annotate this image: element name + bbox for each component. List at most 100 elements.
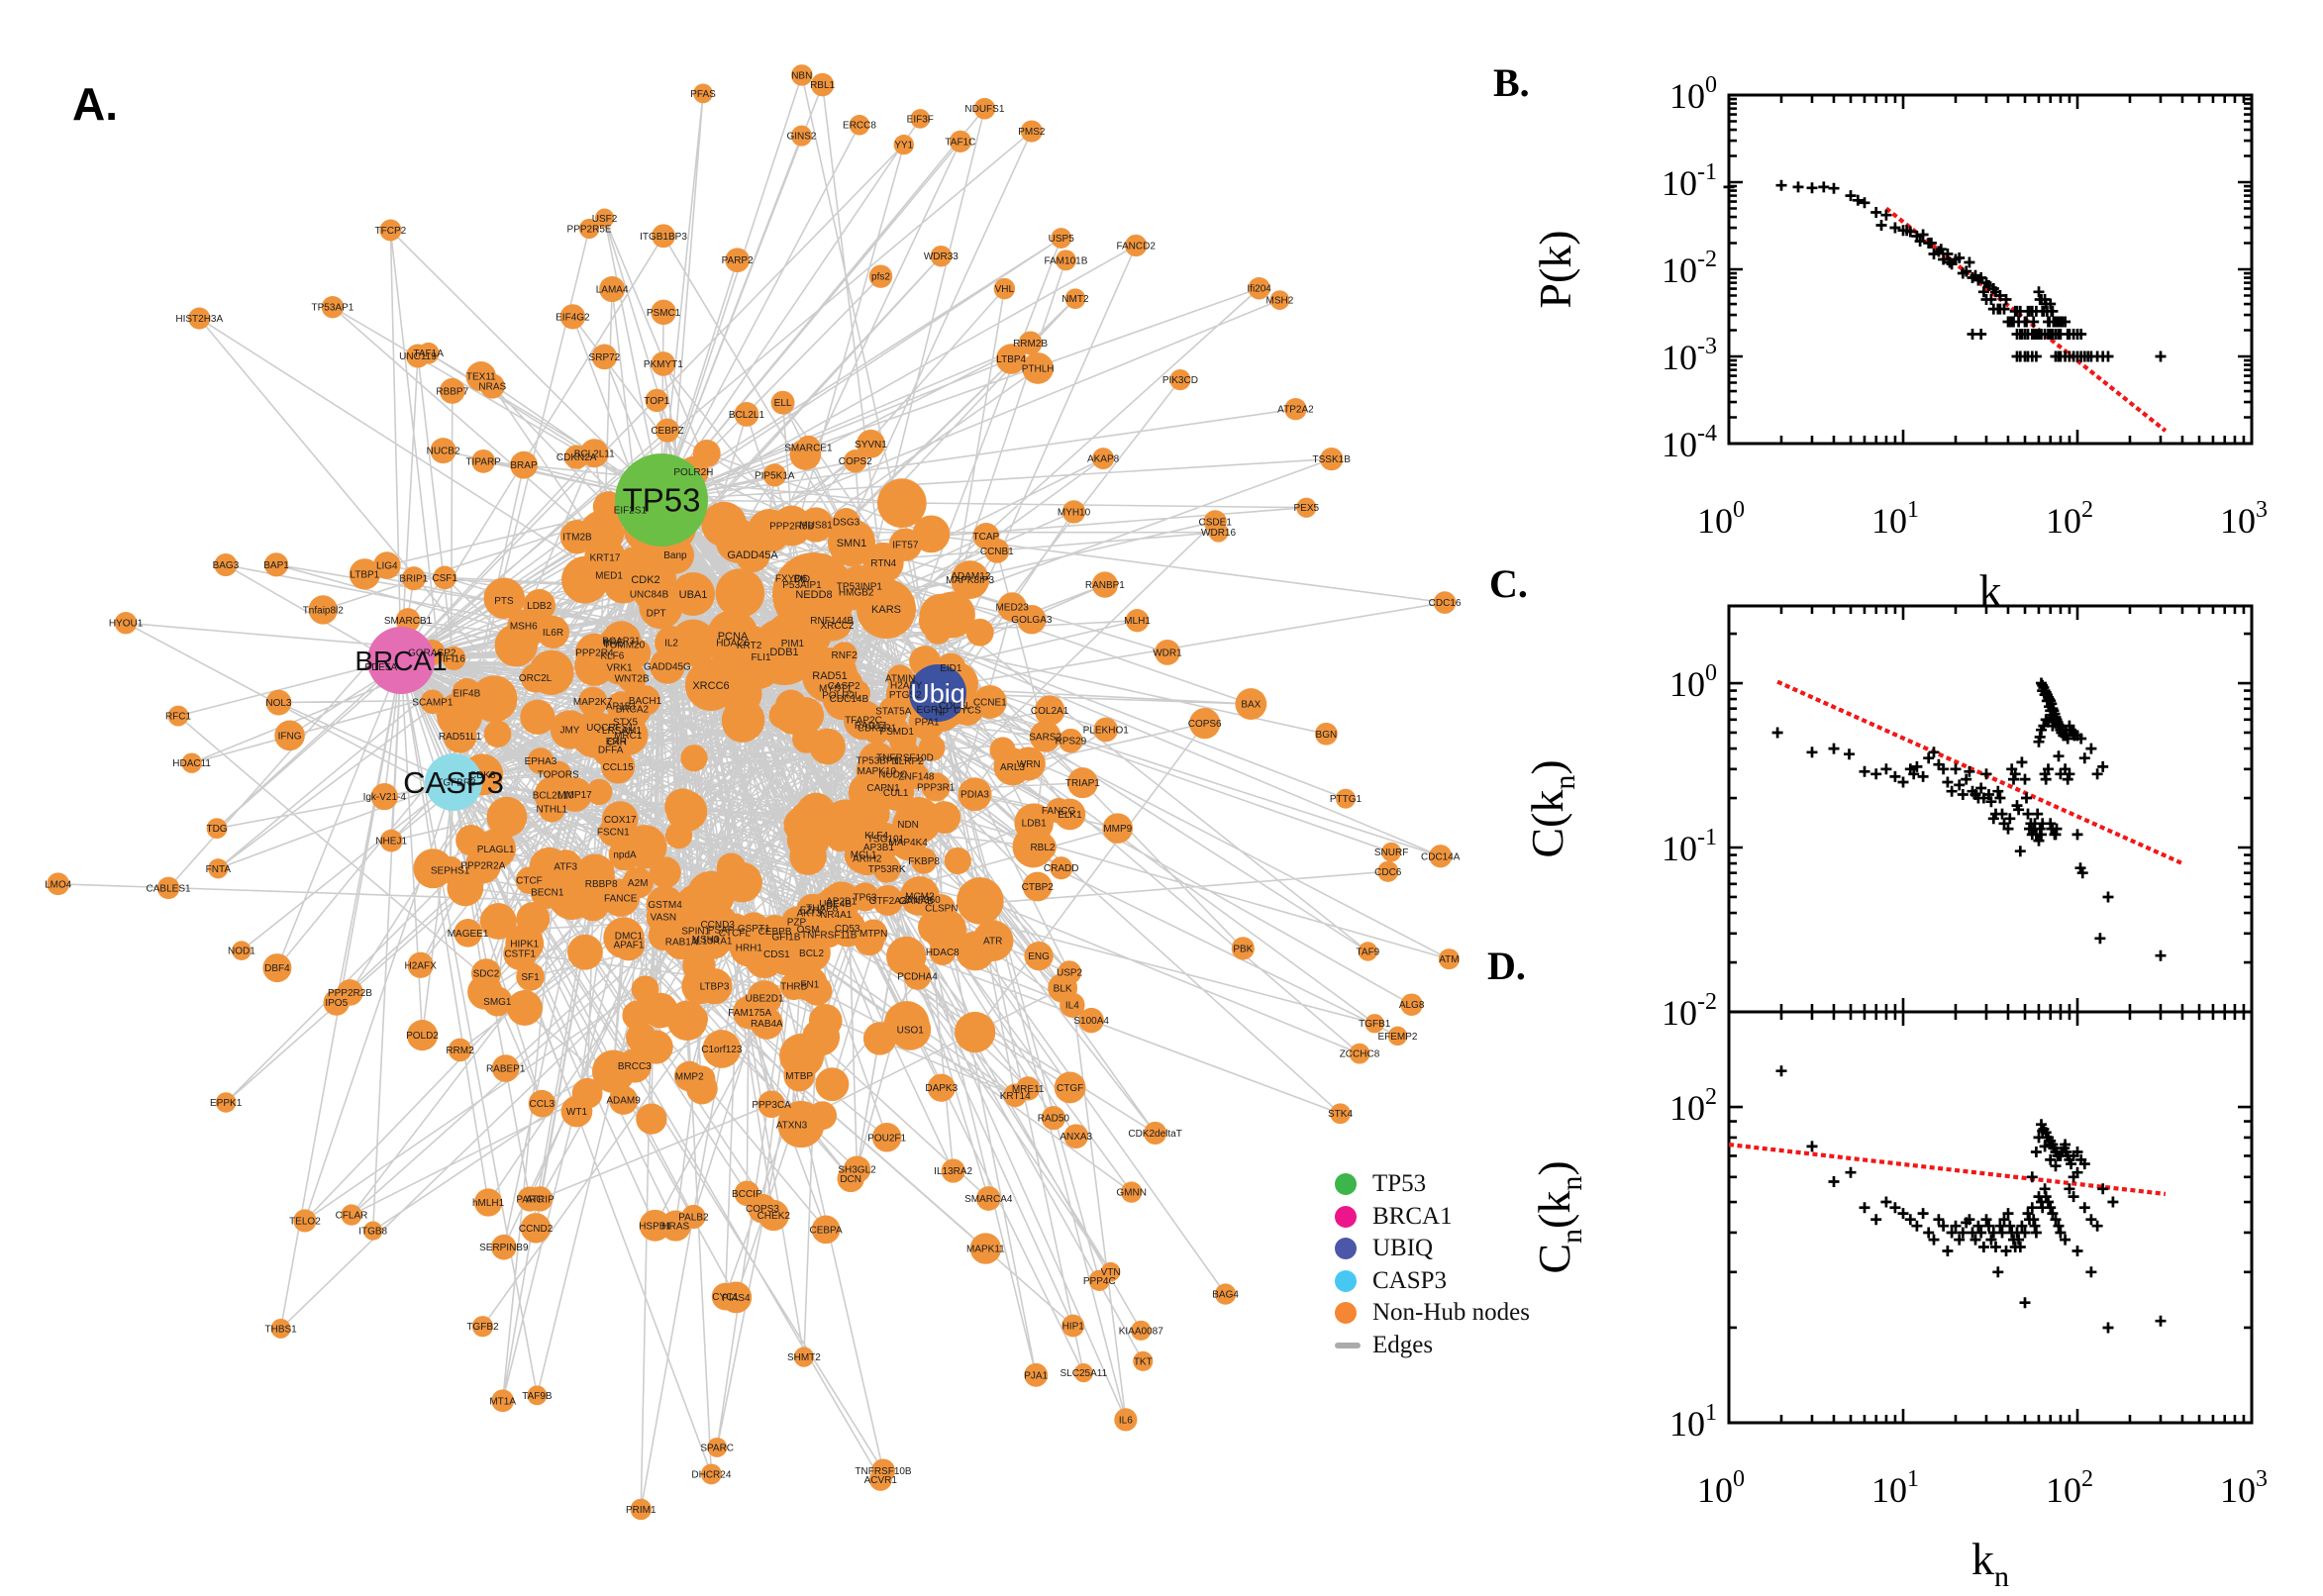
node-label: HSPB1 <box>639 1221 671 1232</box>
network-node <box>586 778 613 806</box>
node-label: EID1 <box>940 663 962 674</box>
node-label: DHCR24 <box>691 1469 731 1480</box>
network-node <box>1231 937 1255 960</box>
legend-item-label: Non-Hub nodes <box>1372 1299 1531 1327</box>
node-label: PPP2R5B <box>769 522 814 533</box>
node-label: PSMD1 <box>879 727 914 738</box>
network-node-large <box>751 618 818 685</box>
network-node <box>716 852 747 883</box>
tick-label: 102 <box>1669 1084 1717 1128</box>
hub-node-brca1 <box>367 627 435 694</box>
node-label: PPP2R4 <box>575 648 614 659</box>
node-label: NUDC <box>878 769 907 780</box>
network-node <box>167 705 189 727</box>
network-node <box>1050 856 1073 880</box>
node-label: HIST2H3A <box>175 314 223 325</box>
network-node <box>1330 1103 1351 1125</box>
node-label: TNFRSF10B <box>855 1466 912 1477</box>
node-label: MSH6 <box>510 621 538 632</box>
node-label: CDK2deltaT <box>1128 1129 1181 1140</box>
node-label: SERPINB9 <box>479 1243 529 1253</box>
node-label: PMS2 <box>1018 127 1046 138</box>
network-node <box>232 941 252 960</box>
y-axis-title: Cn(kn) <box>1529 1160 1588 1273</box>
node-label: ACVR1 <box>864 1475 898 1486</box>
node-label: NOL3 <box>265 698 292 709</box>
node-label: KIAA0087 <box>1119 1326 1163 1337</box>
node-label: ARIH2 <box>853 853 882 864</box>
network-node <box>1320 447 1344 471</box>
node-label: CDK5R1 <box>858 724 897 735</box>
node-label: SPARC <box>700 1443 734 1453</box>
legend-item-label: UBIQ <box>1372 1235 1434 1262</box>
network-node <box>886 936 927 977</box>
node-label: MED23 <box>995 602 1029 613</box>
node-label: DBF4 <box>264 963 290 974</box>
network-node-large <box>828 519 875 566</box>
network-node <box>1125 234 1148 257</box>
node-label: IL13RA1 <box>694 936 733 947</box>
network-node <box>156 876 180 900</box>
node-label: BCL2L10 <box>533 791 574 802</box>
node-label: ELL <box>774 398 792 409</box>
network-node <box>1093 717 1119 743</box>
network-node <box>973 97 996 120</box>
network-node <box>993 277 1016 300</box>
node-label: BCCIP <box>732 1189 762 1200</box>
network-node <box>639 1209 671 1242</box>
node-label: XRCC2 <box>821 621 855 632</box>
network-node <box>1335 788 1356 809</box>
node-label: CCL3 <box>530 1099 556 1110</box>
network-node <box>1041 1106 1065 1131</box>
node-label: AKAP8 <box>1087 454 1120 465</box>
panel-label-b: B. <box>1493 60 1530 105</box>
node-label: KRT2 <box>737 641 762 651</box>
network-node <box>958 777 992 812</box>
node-label: AP2B1 <box>826 896 858 907</box>
network-node <box>406 1020 439 1051</box>
node-label: PJA1 <box>1024 1370 1048 1381</box>
node-label: CSDE1 <box>1199 517 1233 528</box>
network-node <box>1358 942 1378 961</box>
node-label: ZCCHC8 <box>1340 1049 1380 1060</box>
network-node <box>337 979 363 1006</box>
network-node <box>872 884 903 916</box>
network-node <box>941 1158 965 1183</box>
network-node <box>1046 797 1071 824</box>
network-node <box>651 299 676 326</box>
node-label: GSTM4 <box>648 900 682 911</box>
network-node <box>666 790 708 832</box>
node-label: USP5 <box>1049 234 1075 245</box>
node-label: PIK3CD <box>1162 375 1198 386</box>
network-node <box>894 796 942 845</box>
node-label: NBN <box>791 70 812 81</box>
node-label: MSH3 <box>692 935 720 946</box>
network-node <box>1003 1083 1028 1108</box>
node-label: GFI1B <box>772 933 801 944</box>
network-node <box>808 1101 838 1131</box>
tp53-dot-icon <box>1335 1173 1357 1196</box>
node-label: SNURF <box>1374 848 1408 858</box>
node-label: TIPARP <box>465 456 501 467</box>
node-label: TFCP2 <box>375 226 407 237</box>
node-label: CD53 <box>835 924 860 935</box>
network-node <box>1020 120 1043 143</box>
network-node <box>407 951 434 978</box>
network-node <box>527 1186 554 1212</box>
node-label: GANAB <box>899 896 934 907</box>
network-node <box>868 264 893 288</box>
network-node <box>430 438 456 464</box>
node-label: MMP2 <box>675 1072 704 1083</box>
node-label: TP53RK <box>868 864 906 875</box>
network-node <box>802 975 833 1006</box>
network-node <box>1022 871 1053 902</box>
node-label: RFC1 <box>165 712 192 723</box>
node-label: EIF2S1 <box>614 505 648 516</box>
network-node <box>669 619 717 667</box>
node-label: FN1 <box>800 979 819 990</box>
node-label: PTHLH <box>1022 363 1055 374</box>
node-label: BLK <box>1054 983 1072 994</box>
network-node-large <box>626 559 665 599</box>
node-label: TP53AP1 <box>312 303 354 314</box>
node-label: RAB4A <box>751 1019 783 1030</box>
